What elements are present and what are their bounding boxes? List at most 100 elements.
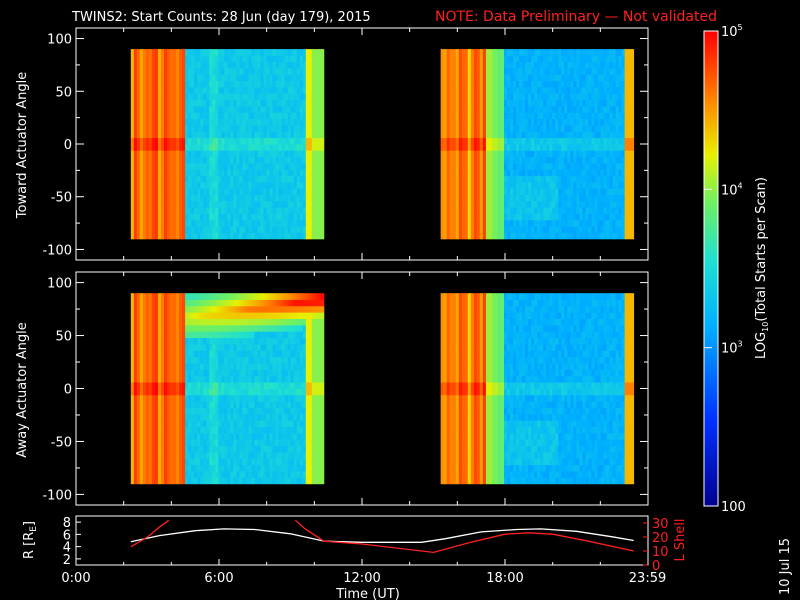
heatmap-cell [136,112,141,120]
heatmap-cell [576,144,580,151]
heatmap-cell [603,150,607,158]
heatmap-cell [230,413,234,421]
heatmap-cell [615,87,620,94]
heatmap-cell [455,118,460,126]
heatmap-cell [609,68,613,75]
heatmap-cell [461,112,466,120]
heatmap-cell [630,74,635,82]
heatmap-cell [263,188,267,196]
heatmap-cell [287,93,292,101]
heatmap-cell [148,413,153,421]
heatmap-cell [130,137,135,145]
heatmap-cell [603,61,607,69]
heatmap-cell [136,337,141,345]
heatmap-cell [154,293,159,300]
heatmap-cell [317,207,322,214]
heatmap-cell [621,181,626,189]
heatmap-cell [209,452,213,459]
heatmap-cell [305,106,310,113]
heatmap-cell [236,169,240,177]
heatmap-cell [507,181,511,189]
heatmap-cell [154,219,159,227]
heatmap-cell [588,61,592,69]
heatmap-cell [200,68,204,75]
heatmap-cell [230,137,234,145]
heatmap-cell [272,188,277,196]
heatmap-cell [531,162,535,170]
heatmap-cell [302,74,307,82]
heatmap-cell [534,162,538,170]
heatmap-cell [170,93,174,101]
heatmap-cell [458,144,463,151]
heatmap-cell [443,68,448,75]
heatmap-cell [476,232,481,240]
heatmap-cell [485,99,490,107]
heatmap-cell [212,118,216,126]
heatmap-cell [160,175,165,183]
heatmap-cell [473,226,478,233]
heatmap-cell [461,61,466,69]
heatmap-cell [157,337,162,345]
heatmap-cell [130,188,135,196]
heatmap-cell [239,401,243,408]
heatmap-cell [130,80,135,88]
heatmap-cell [260,68,264,75]
heatmap-cell [443,181,448,189]
heatmap-cell [245,74,249,82]
heatmap-cell [160,439,165,447]
heatmap-cell [164,68,168,75]
heatmap-cell [164,382,168,389]
heatmap-cell [133,477,138,485]
heatmap-cell [173,375,177,383]
heatmap-cell [491,61,496,69]
heatmap-cell [142,226,147,233]
heatmap-cell [170,106,174,113]
heatmap-cell [597,200,601,208]
heatmap-cell [203,388,207,396]
heatmap-cell [203,188,207,196]
heatmap-cell [221,363,225,370]
heatmap-cell [167,188,171,196]
heatmap-cell [488,112,493,120]
heatmap-cell [266,213,270,221]
heatmap-cell [176,106,180,113]
heatmap-cell [242,87,246,94]
heatmap-cell [591,125,595,132]
heatmap-cell [540,106,544,113]
heatmap-cell [145,194,150,202]
heatmap-cell [227,61,231,69]
heatmap-cell [206,162,210,170]
heatmap-cell [467,144,472,151]
heatmap-cell [588,232,592,240]
heatmap-cell [540,232,544,240]
heatmap-cell [510,131,514,139]
heatmap-cell [251,219,255,227]
heatmap-cell [197,61,201,69]
heatmap-cell [449,49,454,56]
heatmap-cell [510,93,514,101]
heatmap-cell [218,382,222,389]
heatmap-cell [470,55,475,63]
heatmap-cell [546,74,550,82]
heatmap-cell [239,68,243,75]
heatmap-cell [215,426,219,434]
heatmap-cell [260,194,264,202]
heatmap-cell [558,55,562,63]
heatmap-cell [221,452,225,459]
heatmap-cell [245,226,249,233]
heatmap-cell [212,106,216,113]
heatmap-cell [164,175,168,183]
heatmap-cell [209,344,213,351]
heatmap-cell [488,137,493,145]
heatmap-cell [185,232,189,240]
heatmap-cell [455,188,460,196]
heatmap-cell [546,112,550,120]
heatmap-cell [212,137,216,145]
heatmap-cell [185,125,189,132]
heatmap-cell [251,188,255,196]
heatmap-cell [188,299,192,307]
heatmap-cell [182,350,186,358]
heatmap-cell [142,312,147,319]
heatmap-cell [582,162,586,170]
heatmap-cell [534,175,538,183]
